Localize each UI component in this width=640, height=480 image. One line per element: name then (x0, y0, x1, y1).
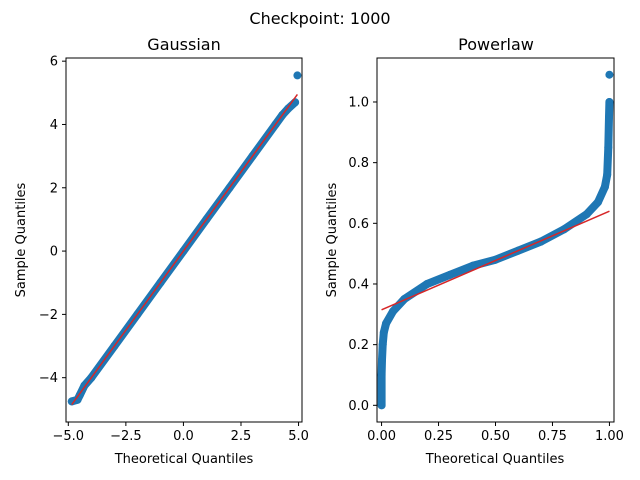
x-tick-label-0: 0.00 (367, 429, 396, 444)
x-tick-label-4: 5.0 (288, 429, 309, 444)
powerlaw-x-ticks: 0.00 0.25 0.50 0.75 1.00 (367, 422, 624, 444)
quantile-point-20 (605, 113, 613, 122)
quantile-point-16 (293, 71, 302, 80)
powerlaw-x-axis-label: Theoretical Quantiles (425, 452, 565, 467)
y-tick-label-3: 2 (50, 181, 58, 196)
quantile-point-6 (389, 307, 397, 316)
reference-fit-line (71, 93, 299, 406)
quantile-point-1 (377, 371, 386, 379)
y-tick-label-1: 0.2 (348, 338, 369, 353)
gaussian-y-axis-label: Sample Quantiles (14, 182, 29, 297)
quantile-point-4 (379, 328, 388, 337)
gaussian-axes-frame (65, 57, 303, 423)
quantile-points-band (377, 98, 614, 410)
quantile-point-18 (603, 170, 612, 179)
quantile-point-17 (600, 182, 609, 191)
x-tick-label-1: −2.5 (110, 429, 142, 444)
x-tick-label-3: 2.5 (231, 429, 252, 444)
quantile-point-19 (604, 143, 613, 152)
gaussian-x-ticks: −5.0 −2.5 0.0 2.5 5.0 (53, 422, 309, 444)
x-tick-label-4: 1.00 (595, 429, 624, 444)
y-tick-label-4: 0.8 (348, 156, 369, 171)
gaussian-y-ticks: −4 −2 0 2 4 6 (39, 55, 66, 386)
gaussian-x-axis-label: Theoretical Quantiles (114, 452, 254, 467)
y-tick-label-2: 0.4 (348, 277, 369, 292)
panel-gaussian: Gaussian −5.0 −2.5 0.0 2.5 5.0 −4 −2 0 2 4 6 Theo… (14, 35, 309, 467)
quantile-point-3 (378, 340, 387, 349)
quantile-point-15 (582, 210, 591, 219)
gaussian-title: Gaussian (147, 35, 220, 54)
powerlaw-y-axis-label: Sample Quantiles (325, 182, 340, 297)
y-tick-label-4: 4 (50, 118, 58, 133)
panel-powerlaw: Powerlaw 0.00 0.25 0.50 0.75 1.00 0.00.20.40… (325, 35, 624, 467)
quantile-point-0 (377, 401, 386, 410)
figure-suptitle: Checkpoint: 1000 (249, 9, 390, 28)
y-tick-label-0: −4 (39, 371, 58, 386)
gaussian-marks (67, 71, 302, 406)
quantile-point-8 (423, 280, 432, 288)
y-tick-label-0: 0.0 (348, 399, 369, 414)
powerlaw-title: Powerlaw (458, 35, 534, 54)
powerlaw-marks (377, 70, 614, 410)
quantile-point-5 (382, 319, 391, 328)
y-tick-label-5: 6 (50, 55, 58, 70)
x-tick-label-0: −5.0 (53, 429, 85, 444)
powerlaw-y-ticks: 0.0 0.2 0.4 0.6 0.8 1.0 (348, 95, 377, 414)
y-tick-label-5: 1.0 (348, 95, 369, 110)
x-tick-label-2: 0.50 (481, 429, 510, 444)
y-tick-label-3: 0.6 (348, 217, 369, 232)
x-tick-label-2: 0.0 (173, 429, 194, 444)
y-tick-label-2: 0 (50, 245, 58, 260)
y-tick-label-1: −2 (39, 308, 58, 323)
quantile-point-21 (605, 98, 614, 106)
quantile-point-2 (378, 355, 386, 364)
x-tick-label-3: 0.75 (538, 429, 567, 444)
quantile-point-9 (445, 270, 454, 279)
quantile-point-10 (468, 261, 477, 270)
powerlaw-axes-frame (376, 57, 615, 423)
quantile-point-16 (594, 198, 602, 207)
x-tick-label-1: 0.25 (424, 429, 453, 444)
reference-fit-line (381, 210, 610, 311)
quantile-point-22 (605, 70, 614, 79)
